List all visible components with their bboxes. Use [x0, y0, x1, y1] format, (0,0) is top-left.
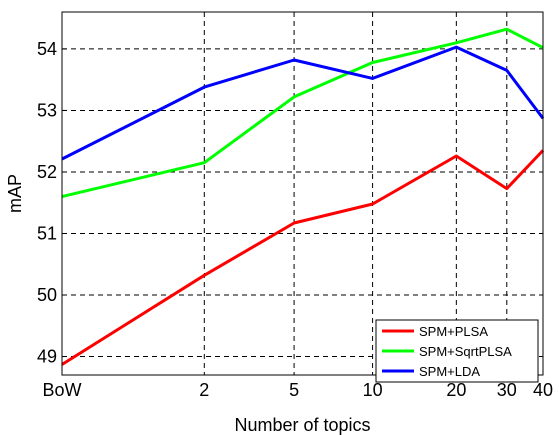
series-line — [61, 45, 545, 161]
x-axis-label: Number of topics — [234, 415, 370, 435]
y-tick-labels: 49 50 51 52 53 54 — [37, 39, 57, 367]
y-tick-label: 50 — [37, 285, 57, 305]
x-tick-label: 40 — [533, 380, 553, 400]
x-tick-label: 30 — [497, 380, 517, 400]
y-tick-label: 52 — [37, 162, 57, 182]
x-tick-label: 5 — [289, 380, 299, 400]
x-tick-labels: BoW 2 5 10 20 30 40 — [42, 380, 553, 400]
x-tick-label: BoW — [42, 380, 81, 400]
y-tick-label: 49 — [37, 347, 57, 367]
y-tick-label: 51 — [37, 223, 57, 243]
series-lines — [61, 27, 545, 366]
x-tick-label: 10 — [363, 380, 383, 400]
legend-label: SPM+LDA — [419, 364, 480, 379]
legend-label: SPM+SqrtPLSA — [419, 344, 512, 359]
x-tick-label: 20 — [446, 380, 466, 400]
y-axis-label: mAP — [5, 174, 25, 213]
y-tick-label: 54 — [37, 39, 57, 59]
legend: SPM+PLSA SPM+SqrtPLSA SPM+LDA — [375, 319, 539, 383]
plot-frame — [61, 11, 544, 376]
x-tick-label: 2 — [199, 380, 209, 400]
y-tick-label: 53 — [37, 100, 57, 120]
legend-label: SPM+PLSA — [419, 324, 488, 339]
series-line — [61, 27, 544, 199]
series-line — [61, 149, 545, 366]
